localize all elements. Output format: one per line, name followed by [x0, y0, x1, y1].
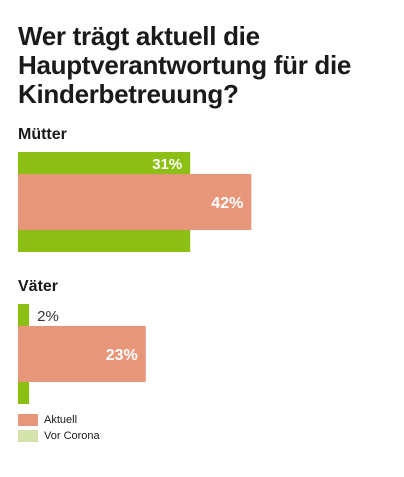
category-label-muetter: Mütter — [18, 126, 67, 143]
chart-title: Wer trägt aktuell die Hauptverantwortung… — [18, 21, 352, 109]
legend-label-vor-corona: Vor Corona — [44, 430, 100, 442]
legend-item-aktuell: Aktuell — [18, 414, 77, 426]
category-label-vaeter: Väter — [18, 278, 59, 295]
data-label-vor-corona-muetter: 31% — [152, 156, 182, 173]
bar-aktuell-vaeter — [18, 326, 146, 382]
data-label-aktuell-vaeter: 23% — [106, 347, 138, 364]
legend-label-aktuell: Aktuell — [44, 414, 78, 426]
legend-swatch-vor-corona — [18, 430, 38, 442]
legend-item-vor-corona: Vor Corona — [18, 430, 100, 442]
bar-aktuell-muetter — [18, 174, 252, 230]
data-label-vor-corona-vaeter: 2% — [37, 308, 59, 325]
legend-swatch-aktuell — [18, 414, 38, 426]
data-label-aktuell-muetter: 42% — [211, 195, 243, 212]
